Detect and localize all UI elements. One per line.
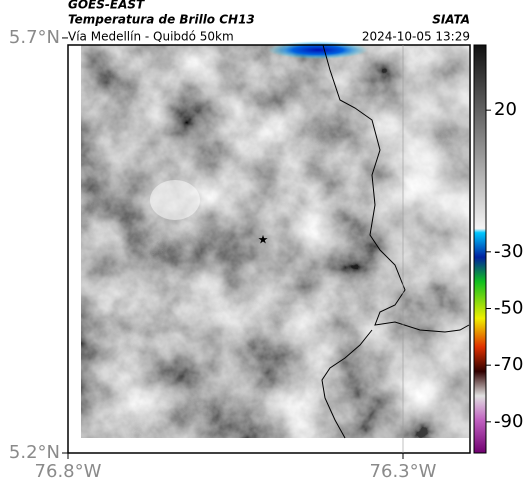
bright-cloud — [150, 180, 200, 220]
map: ★ — [67, 41, 471, 454]
colorbar-tick-label: -70 — [494, 354, 523, 375]
colorbar — [473, 44, 487, 454]
datetime: 2024-10-05 13:29 — [362, 30, 470, 44]
colorbar-tick-label: -50 — [494, 298, 523, 319]
y-tick-label: 5.2°N — [9, 442, 60, 463]
x-tick-label: 76.8°W — [35, 461, 102, 482]
colorbar-tick-label: -30 — [494, 241, 523, 262]
shade — [81, 45, 469, 438]
frame — [67, 44, 471, 454]
agency: SIATA — [432, 13, 470, 27]
cold-cloud — [268, 41, 368, 59]
x-tick-label: 76.3°W — [370, 461, 437, 482]
border — [321, 44, 470, 439]
subtitle: Vía Medellín - Quibdó 50km — [68, 30, 234, 44]
colorbar-tick-label: 20 — [494, 99, 517, 120]
y-tick-label: 5.7°N — [9, 27, 60, 48]
source: GOES-EAST — [68, 0, 145, 12]
title: Temperatura de Brillo CH13 — [68, 13, 255, 27]
colorbar-tick-label: -90 — [494, 411, 523, 432]
city-marker: ★ — [258, 233, 269, 247]
